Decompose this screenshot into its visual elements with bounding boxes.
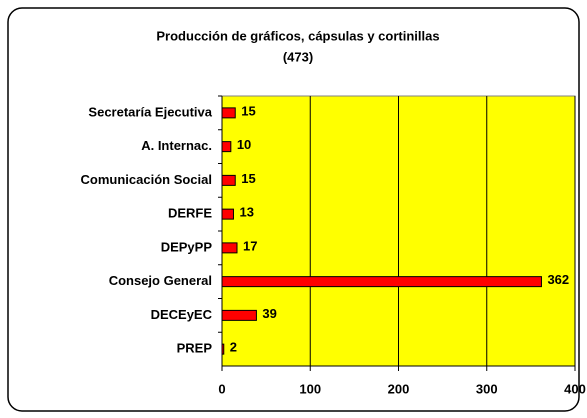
data-label: 2: [230, 340, 237, 355]
bar: [221, 276, 542, 288]
x-tick-label: 400: [564, 381, 586, 396]
chart-subtitle: (473): [283, 49, 313, 64]
y-tick-label: DEPyPP: [161, 239, 213, 254]
bar: [221, 309, 257, 321]
x-tick-label: 300: [476, 381, 498, 396]
bar: [221, 174, 236, 186]
data-label: 13: [239, 205, 253, 220]
bar: [221, 107, 236, 119]
bar: [221, 242, 238, 254]
y-tick-label: Consejo General: [109, 273, 212, 288]
data-label: 15: [241, 103, 255, 118]
y-tick-label: Secretaría Ejecutiva: [88, 104, 212, 119]
data-label: 15: [241, 171, 255, 186]
chart-title: Producción de gráficos, cápsulas y corti…: [156, 28, 439, 43]
y-tick-label: A. Internac.: [141, 138, 212, 153]
y-tick-label: DECEyEC: [151, 307, 213, 322]
bar: [221, 343, 225, 355]
data-label: 362: [547, 272, 569, 287]
bar: [221, 208, 234, 220]
x-tick-label: 100: [299, 381, 321, 396]
data-label: 39: [262, 306, 276, 321]
y-tick-label: PREP: [177, 341, 213, 356]
x-tick-label: 0: [218, 381, 225, 396]
data-label: 10: [237, 137, 251, 152]
x-tick-label: 200: [388, 381, 410, 396]
bar: [221, 141, 232, 153]
y-tick-label: DERFE: [168, 206, 212, 221]
data-label: 17: [243, 238, 257, 253]
y-tick-label: Comunicación Social: [81, 172, 212, 187]
